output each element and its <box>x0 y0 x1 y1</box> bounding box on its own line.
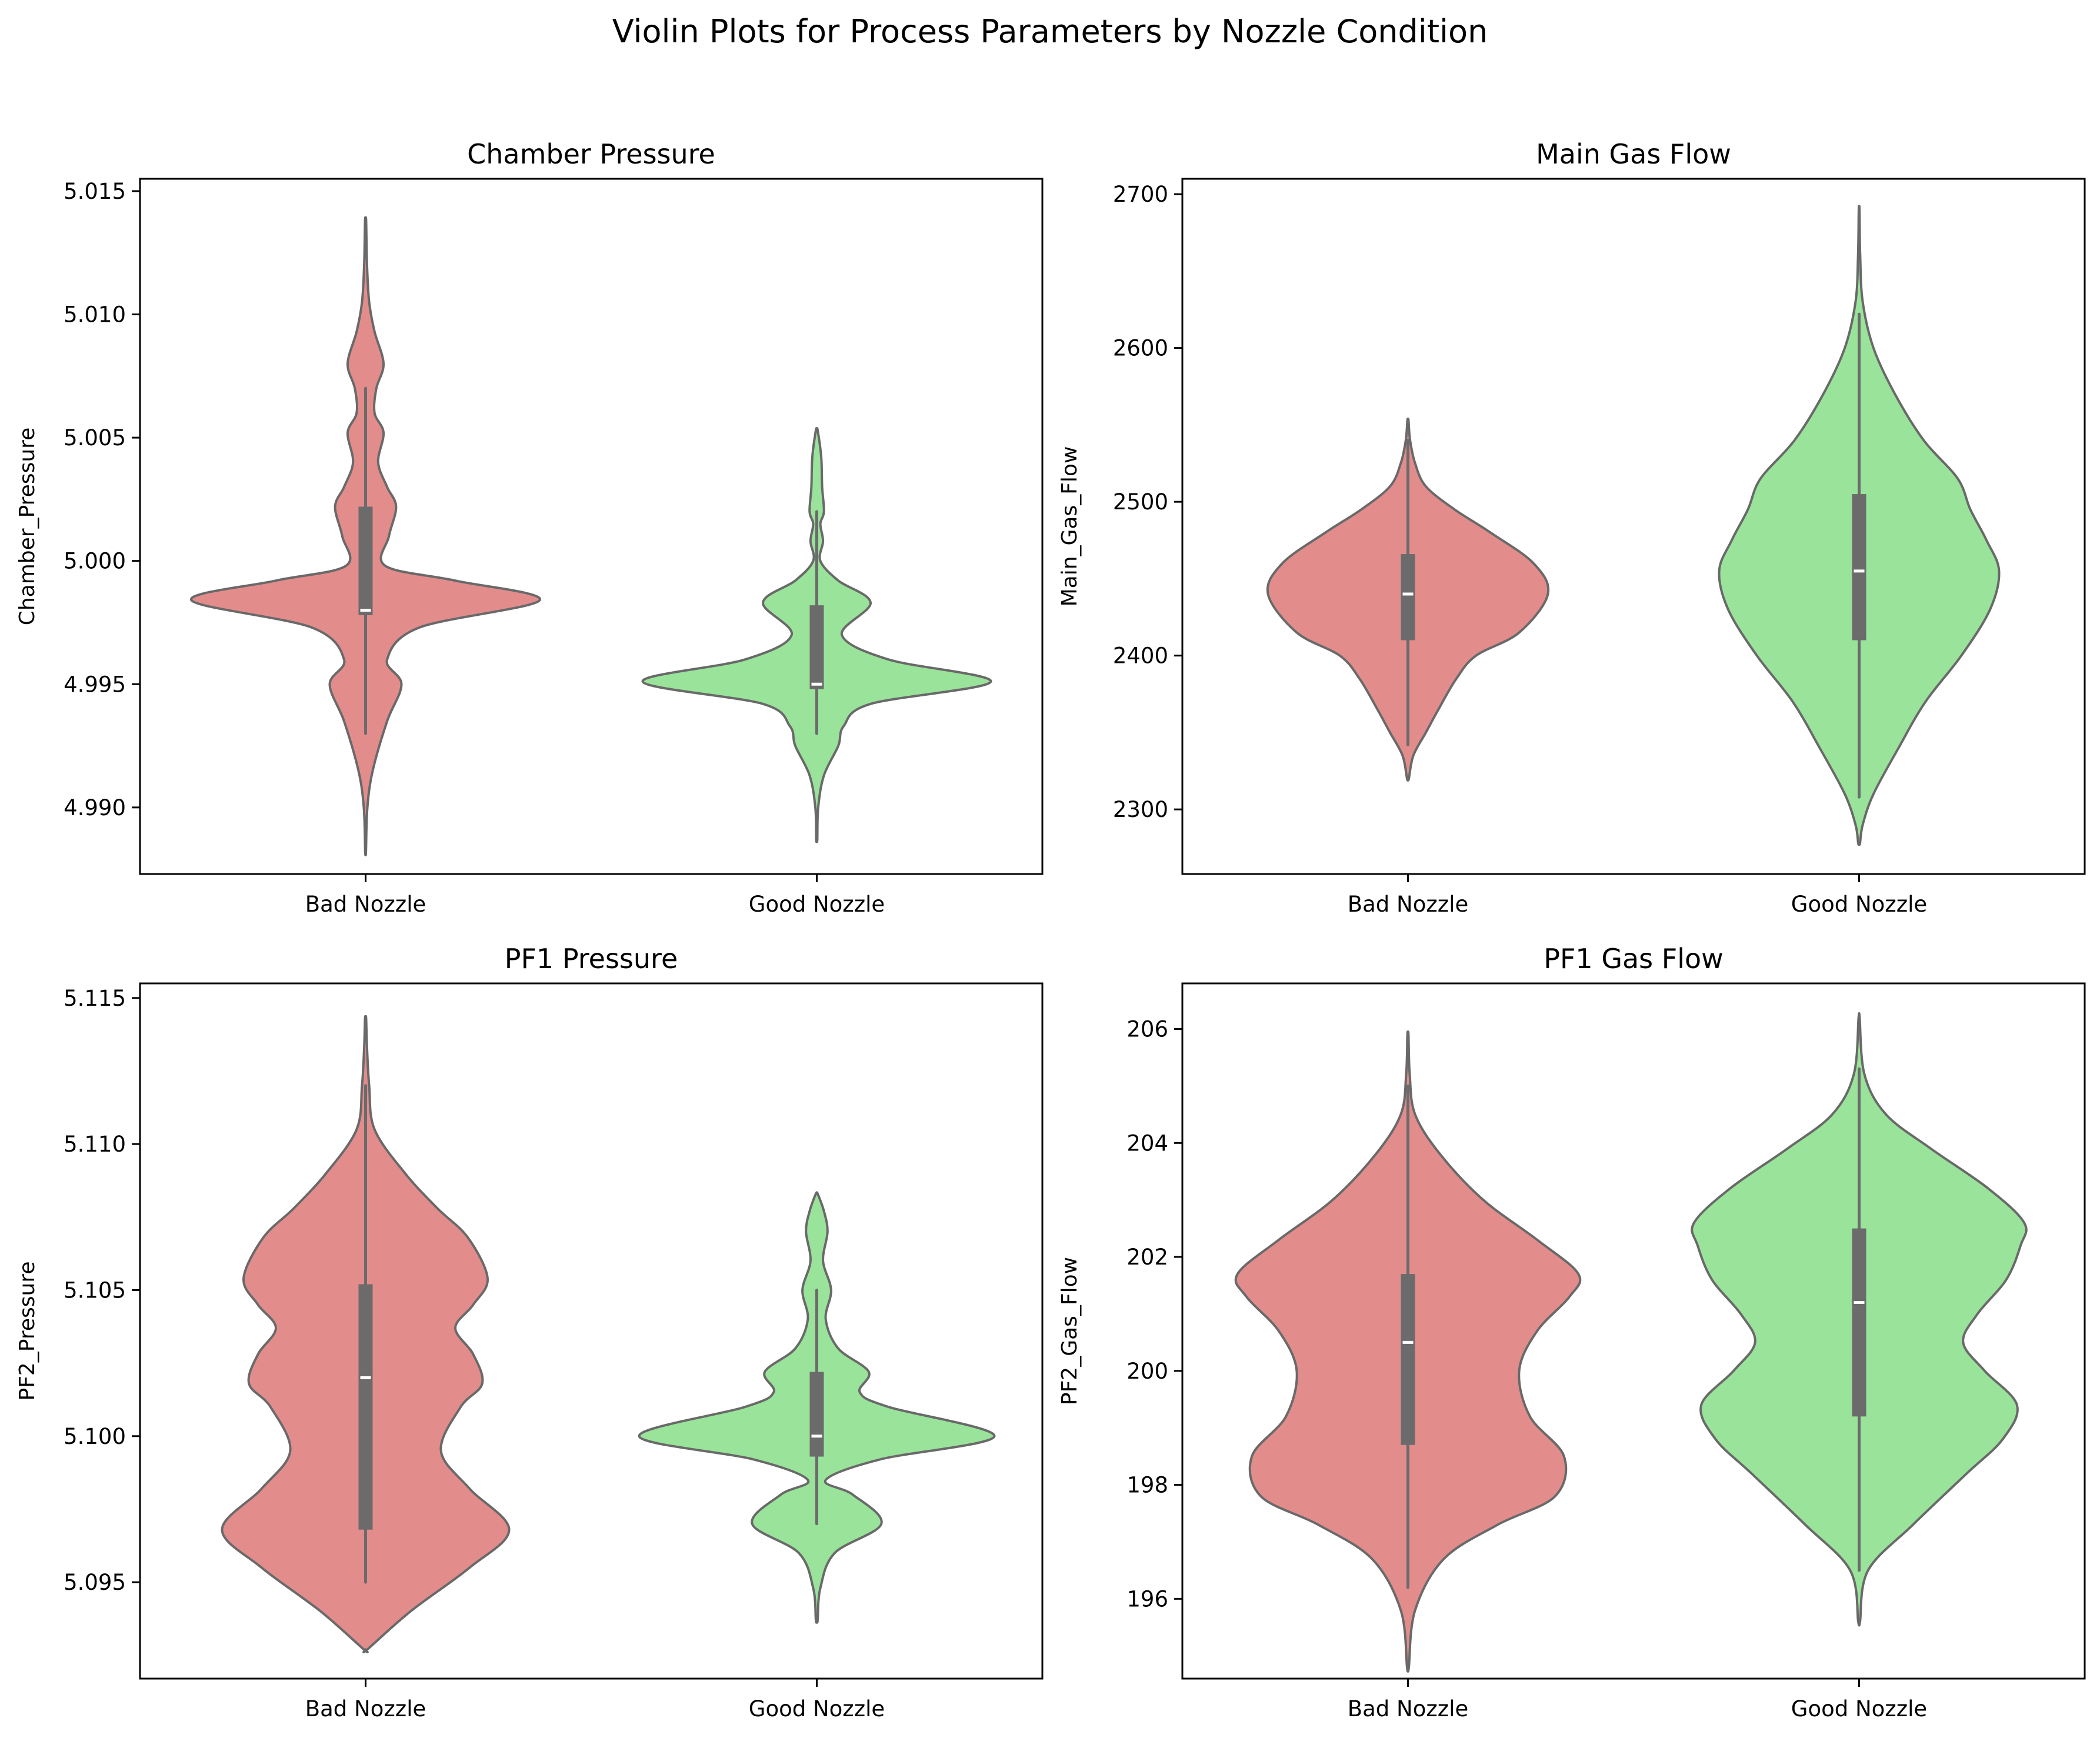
y-tick-label: 5.110 <box>64 1132 126 1157</box>
y-tick-label: 2700 <box>1113 182 1168 207</box>
y-tick-label: 206 <box>1126 1017 1168 1042</box>
x-tick-label: Good Nozzle <box>749 1696 885 1722</box>
y-tick-label: 4.995 <box>64 672 126 697</box>
x-tick-label: Good Nozzle <box>749 892 885 917</box>
y-tick-label: 4.990 <box>64 795 126 820</box>
iqr-box <box>358 1284 373 1530</box>
y-tick-label: 204 <box>1126 1130 1168 1156</box>
x-tick-label: Bad Nozzle <box>305 892 426 917</box>
subplot-title: PF1 Gas Flow <box>1544 943 1724 975</box>
plot-frame <box>1181 178 2086 875</box>
y-tick-label: 198 <box>1126 1473 1168 1498</box>
subplots: Chamber Pressure Chamber_Pressure 4.990 4.9… <box>15 138 2086 1722</box>
y-tick-label: 5.105 <box>64 1277 126 1303</box>
y-tick-label: 2600 <box>1113 336 1168 361</box>
x-tick-label: Bad Nozzle <box>305 1696 426 1722</box>
subplot-title: Main Gas Flow <box>1536 138 1731 170</box>
y-tick-label: 196 <box>1126 1586 1168 1612</box>
y-tick-label: 200 <box>1126 1359 1168 1384</box>
iqr-box <box>1852 494 1866 641</box>
iqr-box <box>1401 554 1415 641</box>
y-tick-label: 2400 <box>1113 643 1168 669</box>
y-tick-label: 5.095 <box>64 1570 126 1595</box>
y-tick-label: 5.015 <box>64 179 126 204</box>
x-tick-label: Bad Nozzle <box>1348 892 1469 917</box>
x-tick-label: Good Nozzle <box>1791 892 1927 917</box>
figure-title: Violin Plots for Process Parameters by N… <box>612 13 1488 50</box>
x-tick-label: Good Nozzle <box>1791 1696 1927 1722</box>
plot-frame <box>139 178 1044 875</box>
y-axis-label: Main_Gas_Flow <box>1058 446 1082 607</box>
subplot-3: PF1 Pressure PF2_Pressure 5.095 5.100 5.105 5… <box>15 943 1044 1722</box>
subplot-2: Main Gas Flow Main_Gas_Flow 2300 2400 2500 26… <box>1058 138 2086 917</box>
iqr-box <box>358 506 373 615</box>
y-tick-label: 5.100 <box>64 1424 126 1449</box>
iqr-box <box>1401 1274 1415 1445</box>
plot-frame <box>139 982 1044 1680</box>
y-axis-label: PF2_Gas_Flow <box>1058 1257 1082 1405</box>
y-axis-label: PF2_Pressure <box>15 1261 39 1400</box>
subplot-4: PF1 Gas Flow PF2_Gas_Flow 196 198 200 202 204 2… <box>1058 943 2086 1722</box>
y-tick-label: 202 <box>1126 1245 1168 1270</box>
y-tick-label: 5.000 <box>64 549 126 574</box>
plot-frame <box>1181 982 2086 1680</box>
y-axis-label: Chamber_Pressure <box>15 428 39 626</box>
iqr-box <box>1852 1228 1866 1417</box>
y-tick-label: 5.010 <box>64 302 126 328</box>
subplot-title: PF1 Pressure <box>505 943 678 975</box>
iqr-box <box>809 1372 824 1457</box>
y-tick-label: 5.005 <box>64 425 126 451</box>
y-tick-label: 2300 <box>1113 797 1168 822</box>
subplot-title: Chamber Pressure <box>467 138 715 170</box>
y-tick-label: 5.115 <box>64 986 126 1011</box>
iqr-box <box>809 605 824 689</box>
y-tick-label: 2500 <box>1113 489 1168 515</box>
x-tick-label: Bad Nozzle <box>1348 1696 1469 1722</box>
subplot-1: Chamber Pressure Chamber_Pressure 4.990 4.9… <box>15 138 1044 917</box>
